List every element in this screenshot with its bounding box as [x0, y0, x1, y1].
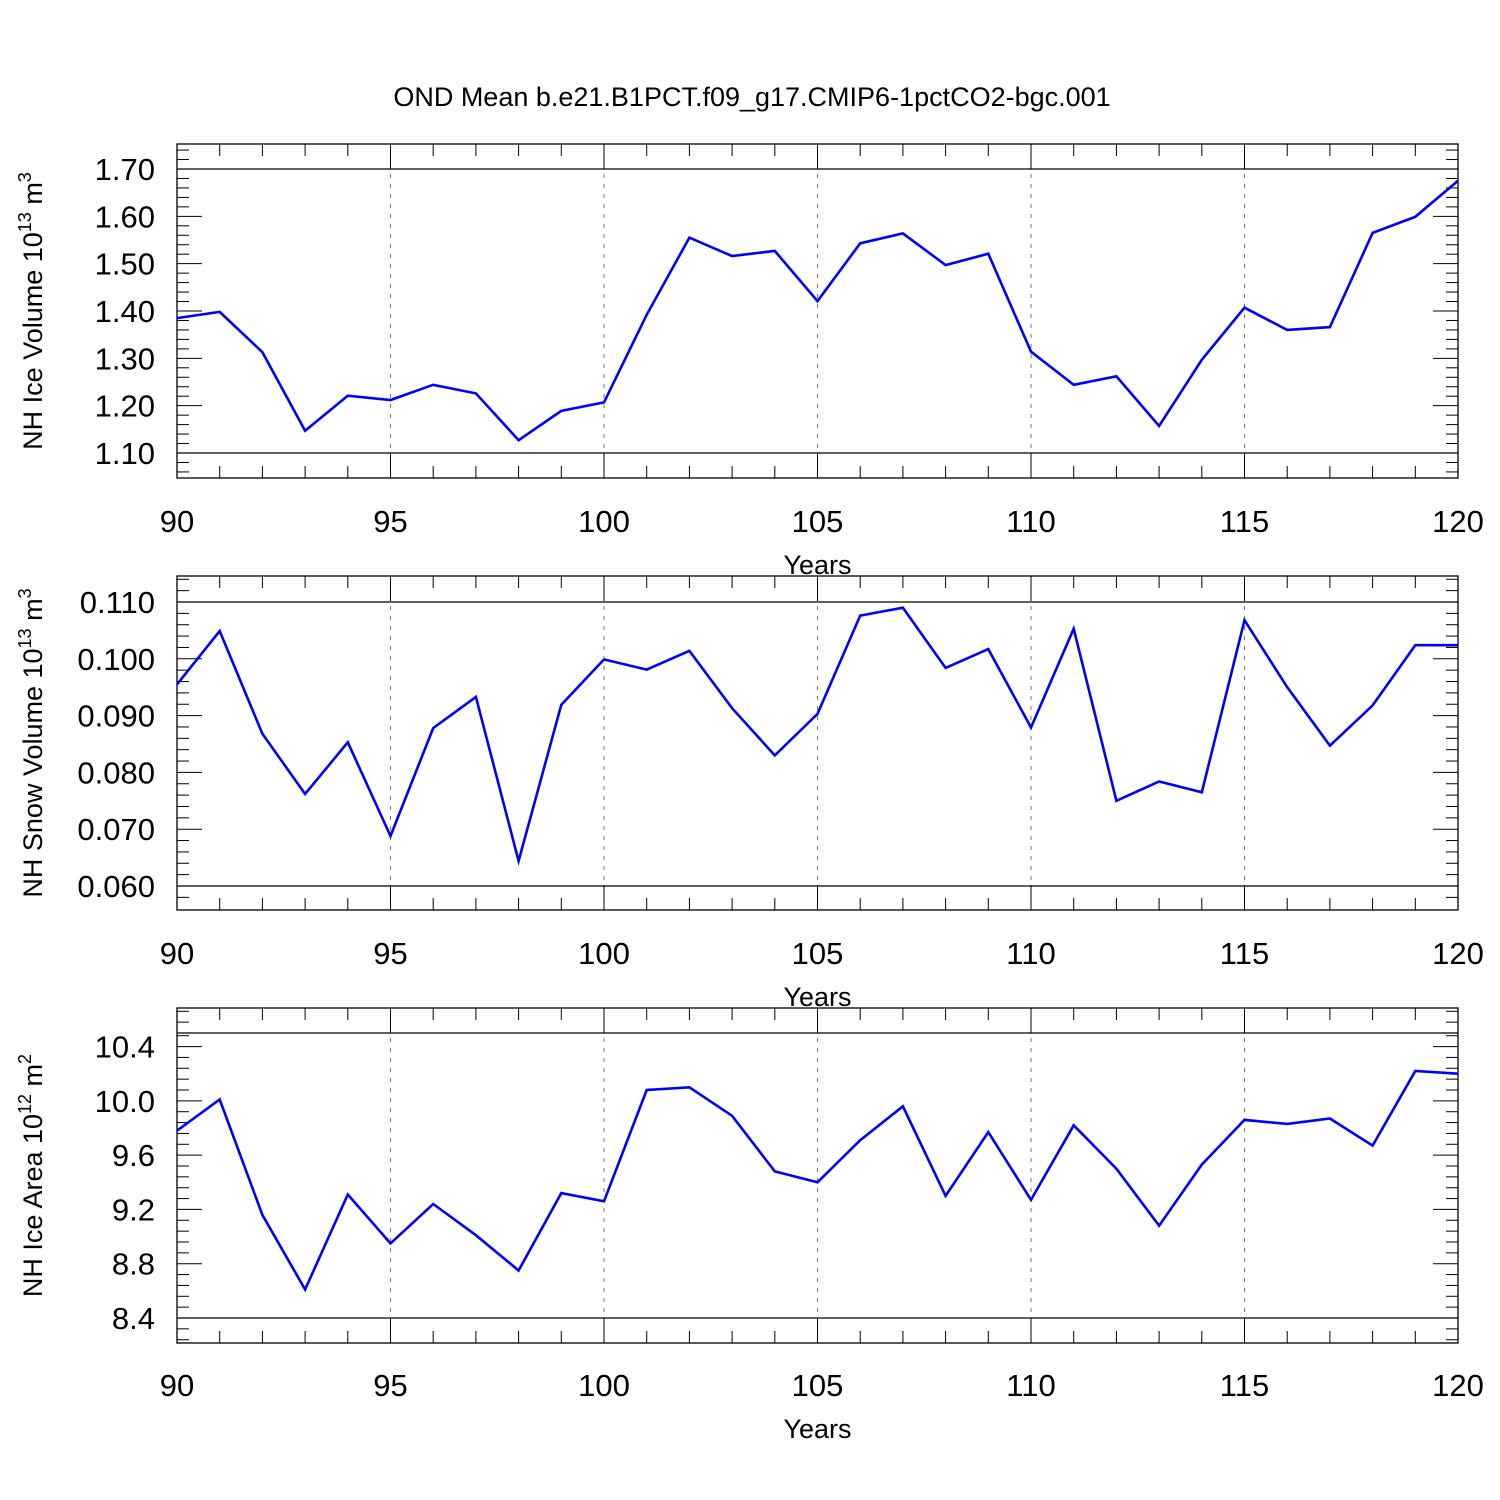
- y-axis-label-exponent: 13: [15, 628, 35, 648]
- x-tick-label: 110: [1006, 936, 1055, 971]
- panel-1: 1.10 1.20 1.30 1.40 1.50 1.60 1.70 90 95 100 105 11…: [15, 143, 1484, 580]
- x-tick-label: 95: [373, 1368, 407, 1403]
- x-tick-label: 95: [373, 936, 407, 971]
- y-tick-label: 1.60: [95, 199, 155, 234]
- y-axis-label-unit-exponent: 3: [15, 588, 35, 598]
- x-tick-label: 120: [1432, 936, 1484, 971]
- y-axis-label-exponent: 12: [15, 1094, 35, 1114]
- y-axis-label-exponent: 13: [15, 212, 35, 232]
- y-tick-label: 0.080: [77, 755, 155, 790]
- x-tick-label: 105: [792, 504, 844, 539]
- panel-2: 0.060 0.070 0.080 0.090 0.100 0.110 90 95 100 105…: [15, 575, 1484, 1012]
- y-tick-label: 8.8: [112, 1247, 155, 1282]
- x-tick-label: 110: [1006, 1368, 1055, 1403]
- y-axis-label: NH Ice Area 1012 m2: [15, 1054, 48, 1297]
- x-tick-label: 100: [578, 1368, 630, 1403]
- x-axis-label: Years: [783, 982, 851, 1012]
- y-tick-label: 1.40: [95, 294, 155, 329]
- x-axis-label: Years: [783, 550, 851, 580]
- y-tick-label: 9.6: [112, 1138, 155, 1173]
- chart-title: OND Mean b.e21.B1PCT.f09_g17.CMIP6-1pctC…: [393, 82, 1110, 112]
- x-tick-label: 90: [160, 504, 194, 539]
- y-tick-label: 9.2: [112, 1192, 155, 1227]
- x-tick-label: 100: [578, 504, 630, 539]
- data-series-line: [175, 606, 1458, 867]
- x-tick-label: 115: [1220, 504, 1269, 539]
- x-tick-label: 115: [1220, 936, 1269, 971]
- x-tick-label: 90: [160, 936, 194, 971]
- y-tick-label: 1.50: [95, 247, 155, 282]
- x-tick-label: 90: [160, 1368, 194, 1403]
- y-axis-label-unit-exponent: 3: [15, 172, 35, 182]
- x-tick-label: 110: [1006, 504, 1055, 539]
- y-tick-label: 1.70: [95, 152, 155, 187]
- y-tick-label: 10.0: [95, 1084, 155, 1119]
- y-tick-label: 1.30: [95, 341, 155, 376]
- y-axis-label-main: NH Snow Volume 10: [18, 648, 48, 897]
- panel-3: 8.4 8.8 9.2 9.6 10.0 10.4 90 95 100 105 110 115 120 Y…: [15, 1007, 1484, 1444]
- x-tick-label: 105: [792, 1368, 844, 1403]
- y-tick-label: 0.110: [80, 585, 155, 620]
- y-axis-label-unit-exponent: 2: [15, 1054, 35, 1064]
- y-tick-label: 0.070: [77, 812, 155, 847]
- y-axis-label: NH Ice Volume 1013 m3: [15, 172, 48, 450]
- y-axis-label-unit: m: [18, 598, 48, 628]
- y-axis-label-unit: m: [18, 182, 48, 212]
- x-tick-label: 115: [1220, 1368, 1269, 1403]
- y-axis-label-main: NH Ice Volume 10: [18, 232, 48, 450]
- x-tick-label: 105: [792, 936, 844, 971]
- x-tick-label: 95: [373, 504, 407, 539]
- y-tick-label: 1.20: [95, 389, 155, 424]
- x-tick-label: 120: [1432, 1368, 1484, 1403]
- y-tick-label: 0.090: [77, 699, 155, 734]
- x-tick-label: 100: [578, 936, 630, 971]
- y-tick-label: 0.100: [77, 642, 155, 677]
- y-tick-label: 8.4: [112, 1301, 155, 1336]
- x-tick-label: 120: [1432, 504, 1484, 539]
- x-axis-label: Years: [783, 1414, 851, 1444]
- data-series-line: [176, 179, 1459, 442]
- y-tick-label: 1.10: [95, 436, 155, 471]
- y-axis-label-main: NH Ice Area 10: [18, 1114, 48, 1297]
- y-tick-label: 0.060: [77, 869, 155, 904]
- y-tick-label: 10.4: [95, 1030, 155, 1065]
- y-axis-label: NH Snow Volume 1013 m3: [15, 588, 48, 897]
- y-axis-label-unit: m: [18, 1064, 48, 1094]
